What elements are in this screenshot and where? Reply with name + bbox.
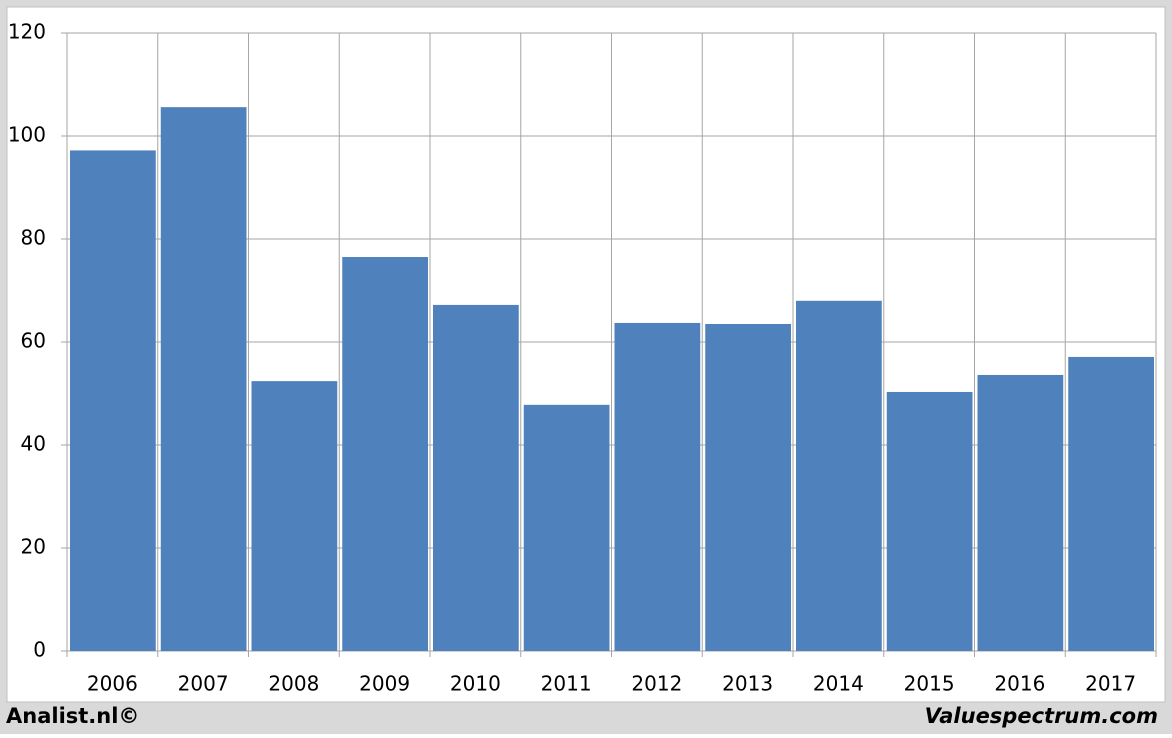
x-tick-label: 2013 <box>722 672 773 696</box>
x-tick-label: 2009 <box>359 672 410 696</box>
x-tick-label: 2007 <box>178 672 229 696</box>
bar <box>977 374 1064 651</box>
bar <box>70 150 156 652</box>
bar <box>614 322 701 651</box>
x-tick-label: 2008 <box>268 672 319 696</box>
x-tick-label: 2015 <box>904 672 955 696</box>
y-tick-label: 80 <box>21 226 46 250</box>
bar <box>1068 356 1154 651</box>
bar <box>886 391 973 651</box>
x-tick-label: 2012 <box>631 672 682 696</box>
y-tick-label: 100 <box>8 123 46 147</box>
bar <box>796 300 882 651</box>
bar <box>342 257 428 651</box>
x-tick-label: 2017 <box>1085 672 1136 696</box>
y-tick-label: 120 <box>8 20 46 44</box>
source-right: Valuespectrum.com <box>925 704 1158 728</box>
source-left: Analist.nl© <box>6 704 139 728</box>
bar <box>160 107 247 651</box>
bar <box>523 404 610 651</box>
y-tick-label: 20 <box>21 535 46 559</box>
y-tick-label: 40 <box>21 432 46 456</box>
x-tick-label: 2011 <box>541 672 592 696</box>
bar <box>705 323 791 651</box>
bar <box>251 381 338 651</box>
y-tick-label: 0 <box>33 638 46 662</box>
x-tick-label: 2006 <box>87 672 138 696</box>
x-tick-label: 2010 <box>450 672 501 696</box>
bar <box>433 304 519 651</box>
x-tick-label: 2016 <box>994 672 1045 696</box>
x-tick-label: 2014 <box>813 672 864 696</box>
y-tick-label: 60 <box>21 329 46 353</box>
